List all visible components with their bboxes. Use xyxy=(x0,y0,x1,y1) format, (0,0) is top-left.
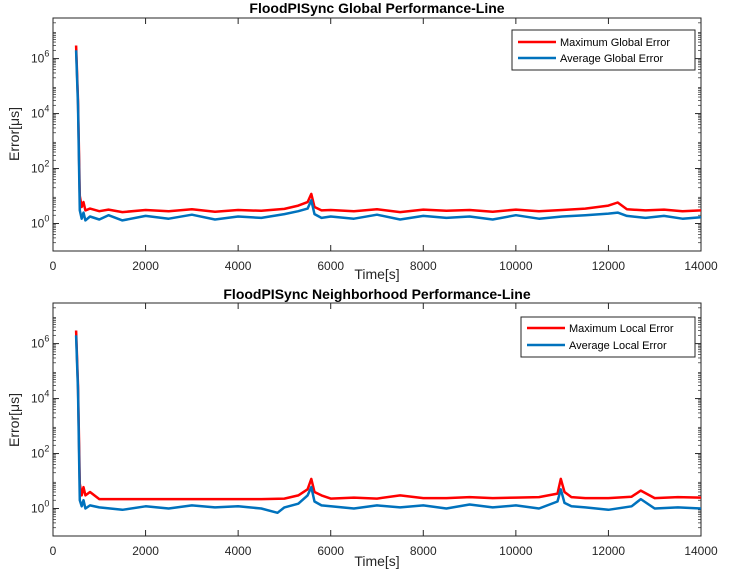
x-tick-label: 4000 xyxy=(225,259,252,273)
x-tick-label: 8000 xyxy=(410,259,437,273)
x-axis-label: Time[s] xyxy=(354,553,399,569)
legend: Maximum Local Error Average Local Error xyxy=(520,316,696,358)
avg-error-line xyxy=(74,335,701,515)
y-axis-label: Error[μs] xyxy=(6,107,22,161)
avg-error-line xyxy=(74,50,701,222)
legend-label-max: Maximum Global Error xyxy=(560,37,670,49)
chart-title: FloodPISync Global Performance-Line xyxy=(249,0,504,16)
x-tick-label: 4000 xyxy=(225,544,252,558)
legend-label-max: Maximum Local Error xyxy=(569,323,674,335)
series-lines xyxy=(74,45,701,222)
x-tick-label: 12000 xyxy=(592,259,626,273)
x-tick-label: 6000 xyxy=(317,259,344,273)
max-error-line xyxy=(74,330,701,501)
x-tick-label: 10000 xyxy=(499,259,533,273)
series-lines xyxy=(74,330,701,515)
x-tick-label: 14000 xyxy=(684,259,718,273)
max-error-line xyxy=(74,45,701,214)
legend-label-avg: Average Local Error xyxy=(569,340,667,352)
legend-box xyxy=(520,316,696,358)
y-axis-label: Error[μs] xyxy=(6,393,22,447)
x-tick-label: 2000 xyxy=(132,544,159,558)
legend-box xyxy=(511,29,696,71)
global-performance-chart: FloodPISync Global Performance-Line 0 200… xyxy=(6,0,718,282)
x-tick-label: 2000 xyxy=(132,259,159,273)
x-tick-label: 10000 xyxy=(499,544,533,558)
x-axis-ticks: 0 2000 4000 6000 8000 10000 12000 14000 xyxy=(50,303,718,558)
x-tick-label: 0 xyxy=(50,544,57,558)
x-tick-label: 0 xyxy=(50,259,57,273)
x-tick-label: 6000 xyxy=(317,544,344,558)
chart-title: FloodPISync Neighborhood Performance-Lin… xyxy=(223,286,530,302)
legend: Maximum Global Error Average Global Erro… xyxy=(511,29,696,71)
x-tick-label: 12000 xyxy=(592,544,626,558)
neighborhood-performance-chart: FloodPISync Neighborhood Performance-Lin… xyxy=(6,286,718,569)
x-axis-label: Time[s] xyxy=(354,266,399,282)
x-tick-label: 8000 xyxy=(410,544,437,558)
x-axis-ticks: 0 2000 4000 6000 8000 10000 12000 14000 xyxy=(50,18,718,273)
legend-label-avg: Average Global Error xyxy=(560,53,663,65)
x-tick-label: 14000 xyxy=(684,544,718,558)
